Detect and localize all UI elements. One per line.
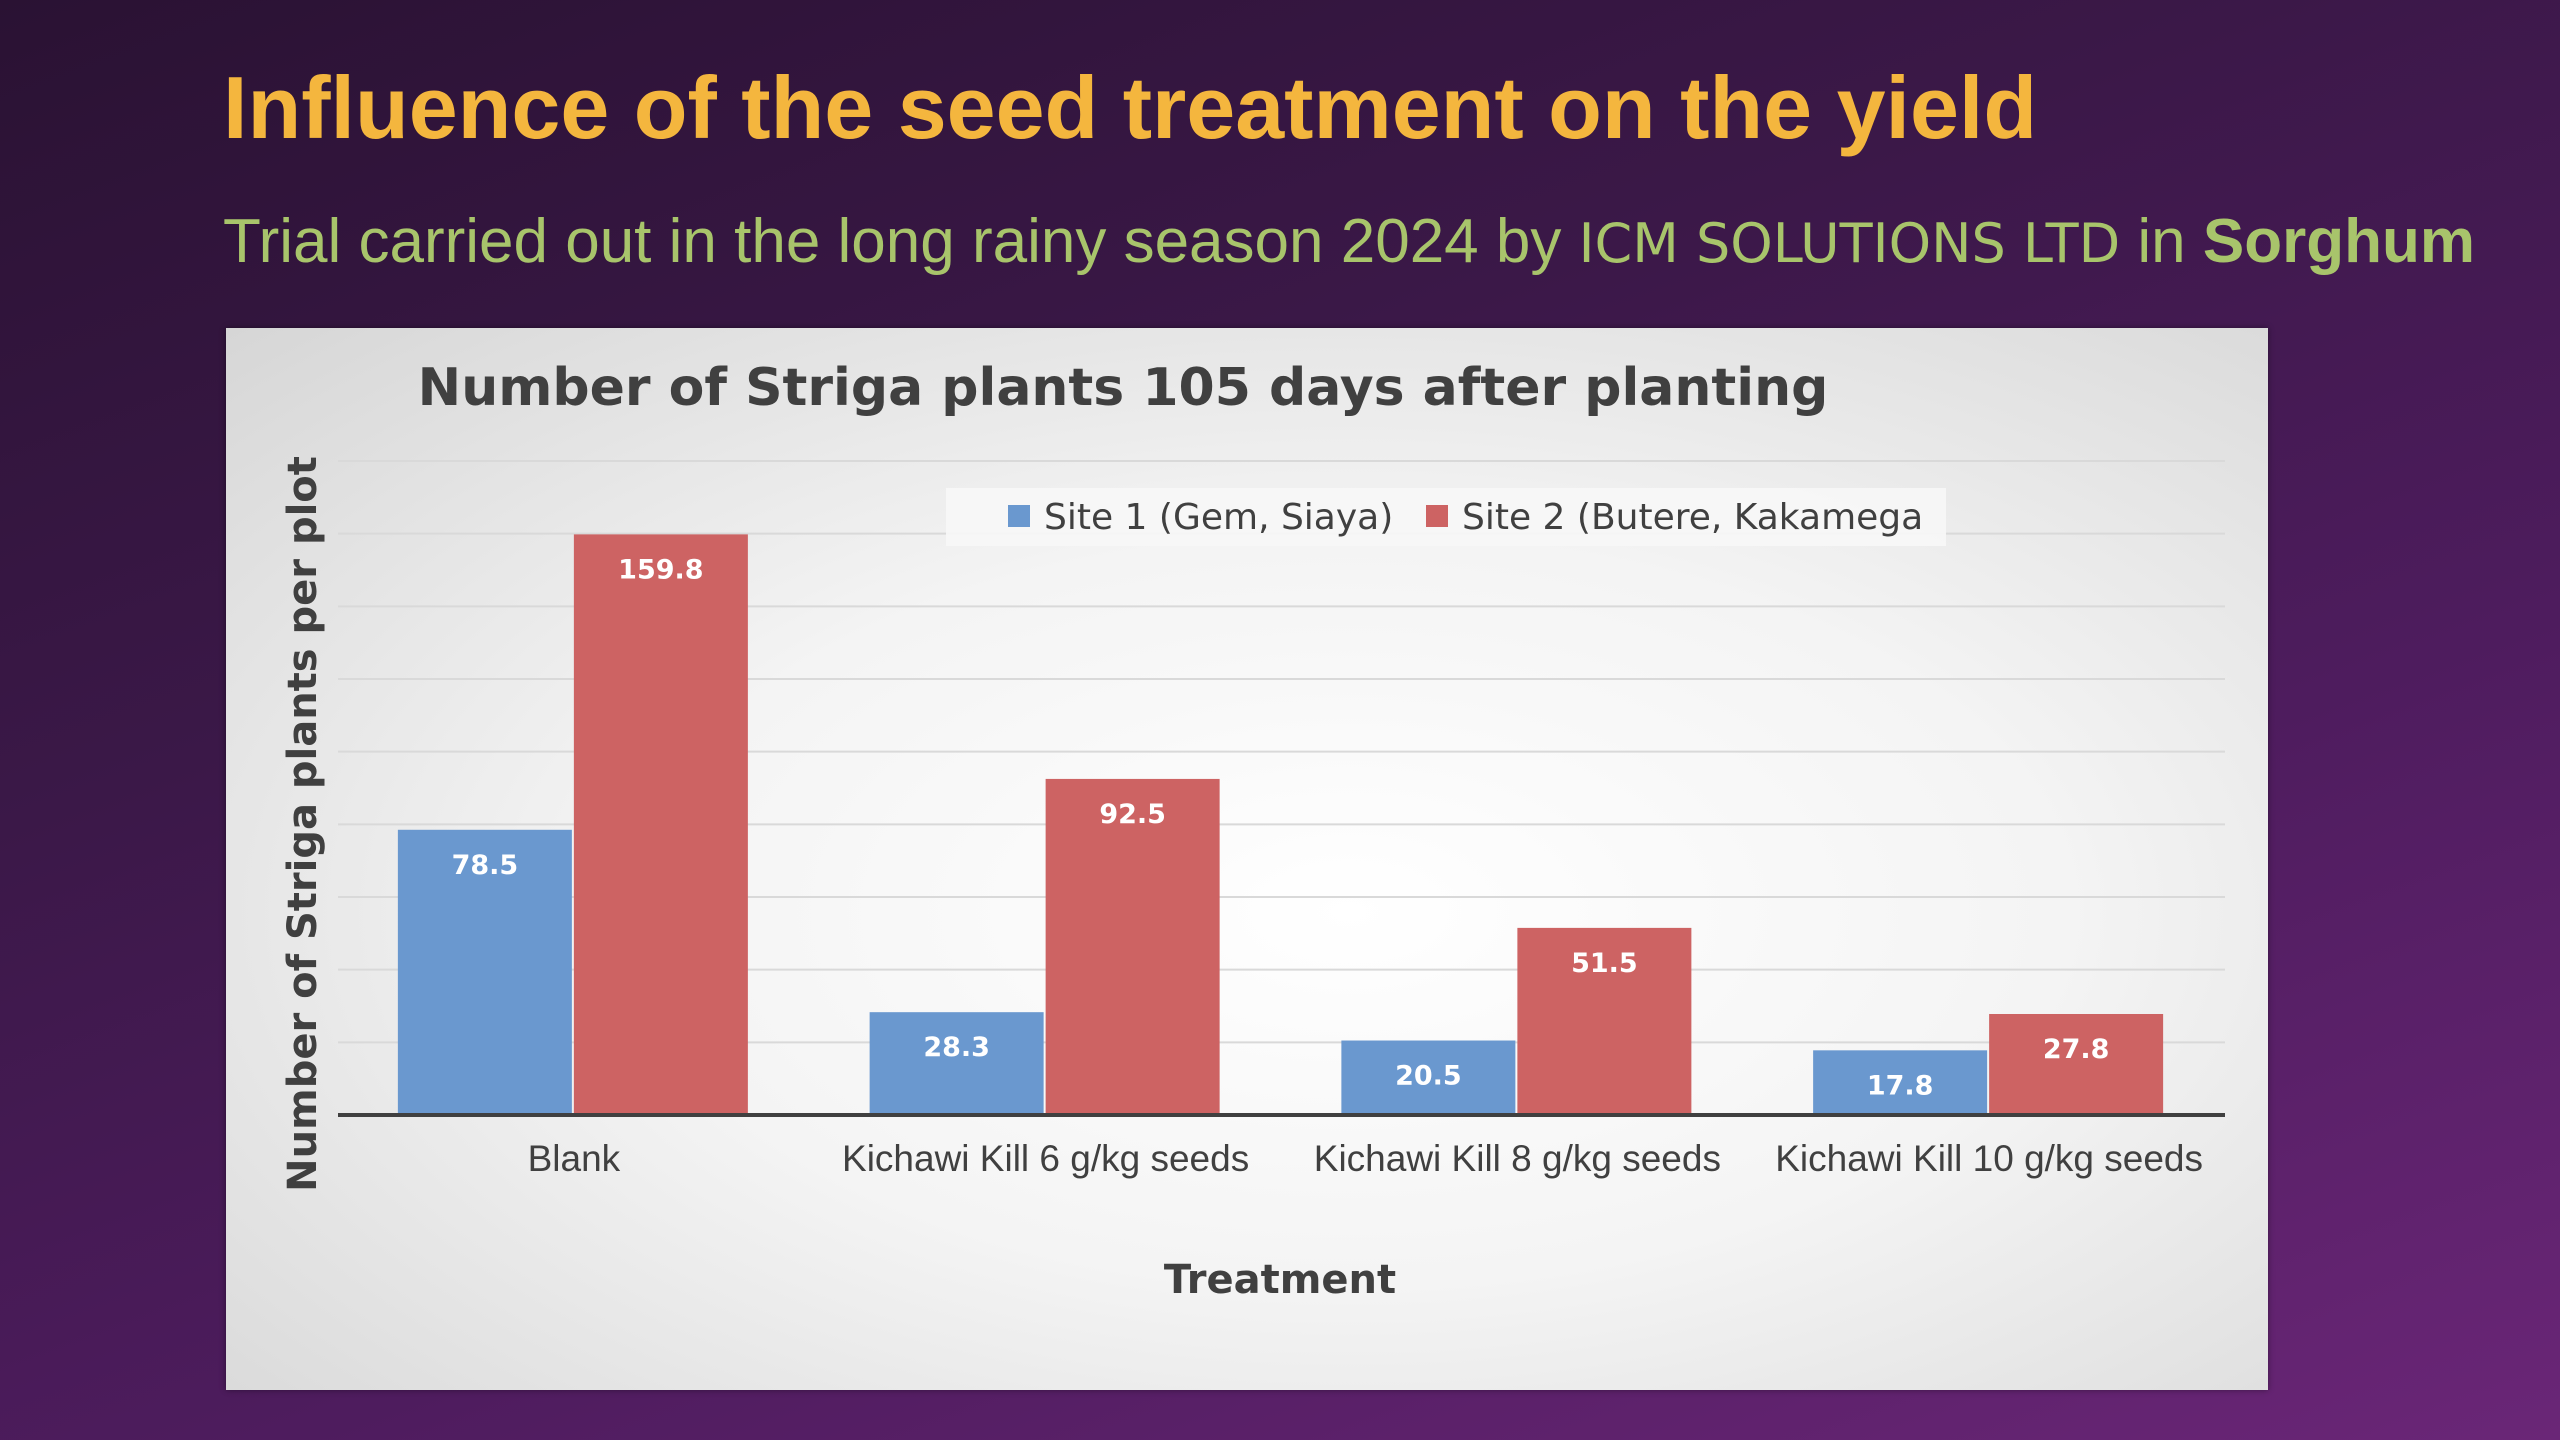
legend-label-1: Site 1 (Gem, Siaya) <box>1044 497 1393 538</box>
legend-label-2: Site 2 (Butere, Kakamega <box>1462 497 1923 538</box>
subtitle-company: ICM SOLUTIONS LTD <box>1578 212 2121 275</box>
bar-2-3 <box>1517 927 1692 1115</box>
bar-1-2 <box>869 1012 1044 1115</box>
data-label-1-2: 28.3 <box>923 1032 990 1063</box>
category-label-3: Kichawi Kill 8 g/kg seeds <box>1314 1138 1721 1179</box>
y-axis-title: Number of Striga plants per plot <box>280 456 326 1192</box>
legend: Site 1 (Gem, Siaya) Site 2 (Butere, Kakam… <box>946 488 1946 546</box>
bar-2-1 <box>573 534 748 1115</box>
data-label-2-4: 27.8 <box>2043 1034 2110 1065</box>
category-label-1: Blank <box>528 1138 621 1179</box>
data-label-2-3: 51.5 <box>1571 948 1638 979</box>
data-label-2-2: 92.5 <box>1099 799 1166 830</box>
legend-swatch-1 <box>1008 505 1030 527</box>
subtitle-prefix: Trial carried out in the long rainy seas… <box>223 207 1579 276</box>
data-labels: 78.5 159.8 28.3 92.5 20.5 51.5 17.8 27.8 <box>452 554 2110 1101</box>
bar-1-3 <box>1341 1040 1516 1115</box>
bar-1-1 <box>397 829 572 1115</box>
legend-swatch-2 <box>1426 505 1448 527</box>
subtitle-mid: in <box>2120 207 2203 276</box>
bar-1-4 <box>1813 1050 1988 1115</box>
category-label-2: Kichawi Kill 6 g/kg seeds <box>842 1138 1249 1179</box>
x-axis-title: Treatment <box>1164 1257 1396 1303</box>
bar-2-2 <box>1045 778 1220 1115</box>
data-label-1-4: 17.8 <box>1867 1070 1934 1101</box>
chart-title: Number of Striga plants 105 days after p… <box>418 358 1829 418</box>
bar-2-4 <box>1989 1013 2164 1115</box>
bar-chart: Number of Striga plants 105 days after p… <box>280 358 2225 1303</box>
subtitle-crop: Sorghum <box>2202 207 2475 276</box>
category-label-4: Kichawi Kill 10 g/kg seeds <box>1775 1138 2203 1179</box>
bars <box>397 534 2164 1115</box>
slide-subtitle: Trial carried out in the long rainy seas… <box>223 207 2475 276</box>
data-label-1-3: 20.5 <box>1395 1061 1462 1092</box>
chart-panel: Number of Striga plants 105 days after p… <box>226 328 2268 1390</box>
data-label-1-1: 78.5 <box>452 850 519 881</box>
slide-title: Influence of the seed treatment on the y… <box>223 58 2038 157</box>
data-label-2-1: 159.8 <box>618 554 703 585</box>
category-axis: Blank Kichawi Kill 6 g/kg seeds Kichawi Ki… <box>338 1113 2225 1179</box>
